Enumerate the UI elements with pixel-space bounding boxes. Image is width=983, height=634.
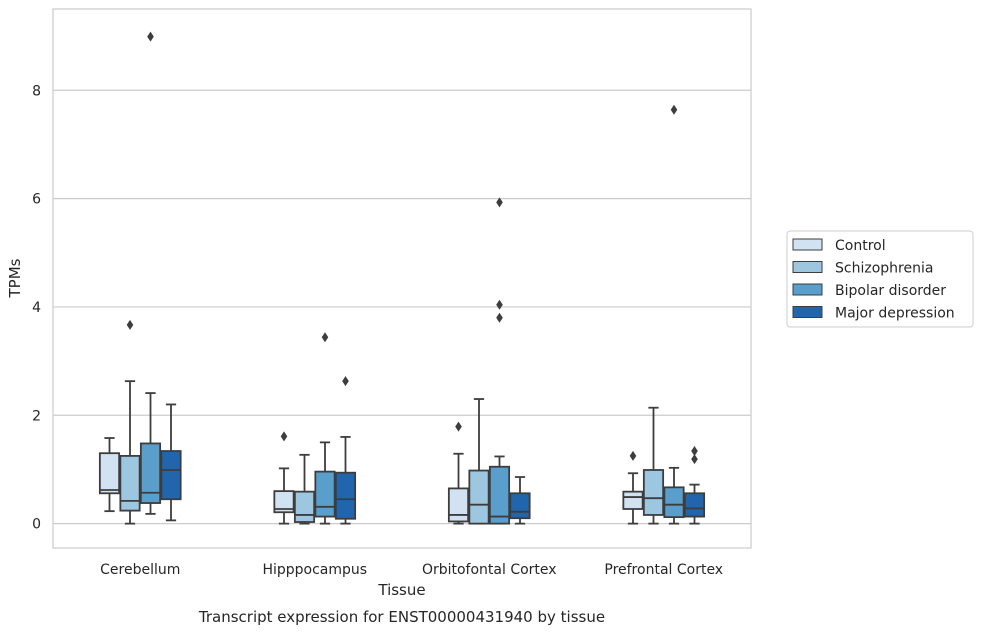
box-element	[139, 31, 162, 515]
outlier-marker	[629, 450, 637, 461]
box-element	[119, 319, 141, 525]
legend-swatch	[792, 283, 823, 296]
box-iqr	[273, 490, 295, 514]
box-iqr	[642, 469, 665, 516]
y-axis-ticks: 0 2 4 6 8	[32, 83, 41, 532]
box-element	[98, 437, 121, 513]
legend-label: Schizophrenia	[835, 261, 933, 277]
box-element	[314, 332, 336, 525]
outlier-marker	[691, 446, 698, 457]
x-tick-label: Cerebellum	[100, 562, 180, 578]
box-iqr	[488, 465, 511, 525]
x-tick-label: Orbitofontal Cortex	[422, 562, 557, 578]
box-iqr	[663, 486, 685, 519]
outlier-marker	[670, 104, 678, 115]
box-element	[160, 403, 182, 522]
box-iqr	[468, 469, 490, 525]
outlier-marker	[691, 454, 698, 465]
legend-swatch	[792, 261, 823, 273]
outlier-marker	[321, 332, 329, 343]
legend-item: Bipolar disorder	[792, 283, 946, 299]
box-element	[334, 376, 357, 525]
x-tick-label: Prefrontal Cortex	[604, 562, 723, 578]
series-group	[98, 421, 644, 525]
outlier-marker	[496, 197, 503, 208]
box-element	[468, 398, 490, 525]
box-iqr	[314, 470, 336, 518]
y-tick-label: 0	[32, 517, 41, 533]
box-iqr	[119, 455, 141, 512]
legend-swatch	[792, 306, 823, 318]
y-axis-title: TPMs	[6, 258, 24, 298]
outlier-marker	[342, 376, 349, 387]
box-iqr	[98, 452, 121, 495]
box-element	[642, 406, 665, 525]
legend-label: Control	[835, 238, 886, 254]
box-iqr	[139, 442, 162, 504]
outlier-marker	[455, 421, 462, 432]
box-iqr	[160, 450, 182, 501]
box-series	[98, 31, 706, 525]
box-iqr	[293, 490, 316, 523]
series-group	[139, 31, 685, 525]
legend-swatch	[792, 238, 823, 251]
chart-caption: Transcript expression for ENST0000043194…	[198, 608, 605, 626]
x-tick-label: Hipppocampus	[262, 562, 367, 578]
box-element	[663, 104, 685, 525]
legend: Control Schizophrenia Bipolar disorder Majo…	[786, 230, 974, 328]
x-axis-ticks: Cerebellum Hipppocampus Orbitofontal Corte…	[100, 562, 723, 578]
outlier-marker	[496, 299, 503, 310]
legend-item: Major depression	[792, 306, 955, 322]
y-tick-label: 2	[32, 408, 41, 424]
x-axis-title: Tissue	[377, 581, 425, 599]
plot-area-frame	[52, 8, 752, 549]
outlier-marker	[280, 431, 288, 442]
box-element	[622, 450, 644, 525]
outlier-marker	[126, 319, 134, 330]
box-element	[683, 446, 706, 525]
legend-frame	[786, 230, 974, 328]
box-element	[273, 431, 295, 525]
outlier-marker	[147, 31, 154, 42]
series-group	[160, 376, 706, 525]
legend-item: Schizophrenia	[792, 261, 933, 277]
y-tick-label: 8	[32, 83, 41, 99]
box-iqr	[683, 492, 706, 518]
series-group	[119, 319, 665, 525]
legend-label: Major depression	[835, 306, 955, 322]
y-tick-label: 6	[32, 192, 41, 208]
box-iqr	[622, 490, 644, 510]
outlier-marker	[496, 312, 503, 323]
legend-label: Bipolar disorder	[835, 283, 946, 299]
box-element	[509, 476, 531, 525]
box-iqr	[334, 471, 357, 520]
legend-item: Control	[792, 238, 886, 254]
box-element	[488, 197, 511, 525]
box-iqr	[447, 487, 470, 523]
y-tick-label: 4	[32, 300, 41, 316]
box-iqr	[509, 492, 531, 520]
box-element	[293, 453, 316, 525]
box-element	[447, 421, 470, 525]
